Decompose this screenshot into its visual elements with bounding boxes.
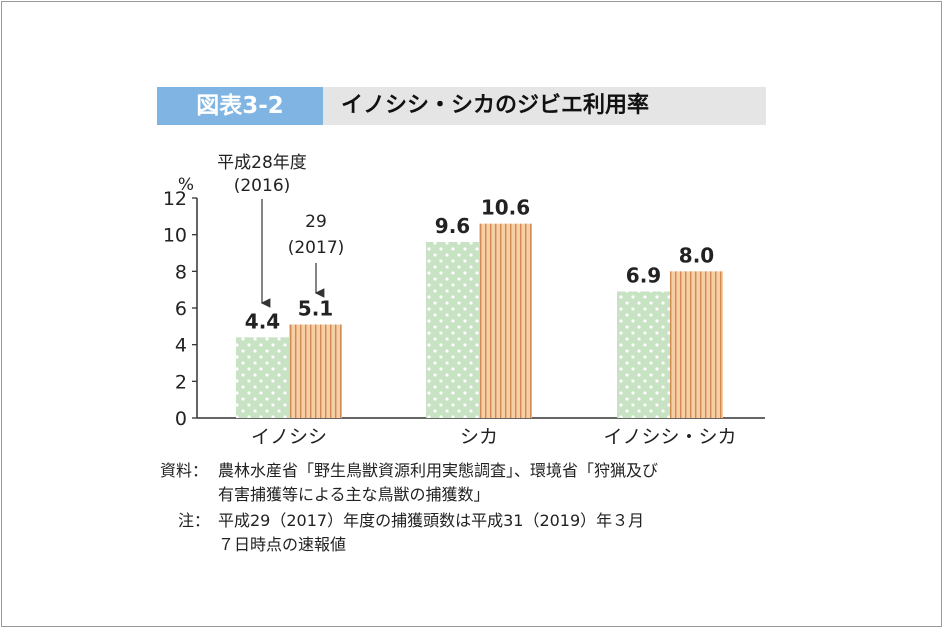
y-tick-label: 4 bbox=[175, 335, 187, 357]
note-line-2: ７日時点の速報値 bbox=[218, 535, 347, 554]
x-tick-label: イノシシ bbox=[251, 426, 327, 448]
y-tick-label: 8 bbox=[175, 261, 187, 283]
figure-label: 図表3-2 bbox=[157, 87, 323, 125]
y-tick-label: 10 bbox=[163, 225, 187, 247]
x-tick-label: イノシシ・シカ bbox=[603, 426, 736, 448]
data-label: 4.4 bbox=[245, 309, 280, 333]
data-label: 9.6 bbox=[435, 214, 470, 238]
data-label: 8.0 bbox=[679, 243, 714, 267]
y-tick-label: 0 bbox=[175, 408, 187, 430]
data-label: 6.9 bbox=[626, 264, 661, 288]
figure-title-bar: 図表3-2 イノシシ・シカのジビエ利用率 bbox=[157, 87, 766, 125]
figure-title: イノシシ・シカのジビエ利用率 bbox=[341, 93, 650, 118]
series-annotation-line2: (2017) bbox=[288, 238, 345, 258]
series-annotation-line1: 平成28年度 bbox=[217, 153, 307, 173]
y-tick-label: 12 bbox=[163, 188, 187, 210]
bar bbox=[236, 337, 289, 418]
source-line-2: 有害捕獲等による主な鳥獣の捕獲数」 bbox=[218, 485, 490, 504]
bar bbox=[617, 291, 670, 418]
y-tick-label: 6 bbox=[175, 298, 187, 320]
note-label: 注： bbox=[178, 511, 211, 530]
bar bbox=[479, 223, 532, 418]
bar bbox=[670, 271, 723, 418]
series-annotation-line1: 29 bbox=[305, 212, 327, 232]
y-axis-unit: % bbox=[178, 175, 194, 195]
note-line-1: 平成29（2017）年度の捕獲頭数は平成31（2019）年３月 bbox=[218, 511, 645, 530]
bar bbox=[426, 242, 479, 418]
data-label: 5.1 bbox=[298, 297, 333, 321]
source-label: 資料： bbox=[160, 461, 209, 480]
x-tick-label: シカ bbox=[460, 426, 498, 448]
series-annotation-line2: (2016) bbox=[234, 176, 291, 196]
y-tick-label: 2 bbox=[175, 371, 187, 393]
bar bbox=[289, 324, 342, 418]
data-label: 10.6 bbox=[481, 196, 530, 220]
source-line-1: 農林水産省「野生鳥獣資源利用実態調査」、環境省「狩猟及び bbox=[218, 461, 659, 480]
